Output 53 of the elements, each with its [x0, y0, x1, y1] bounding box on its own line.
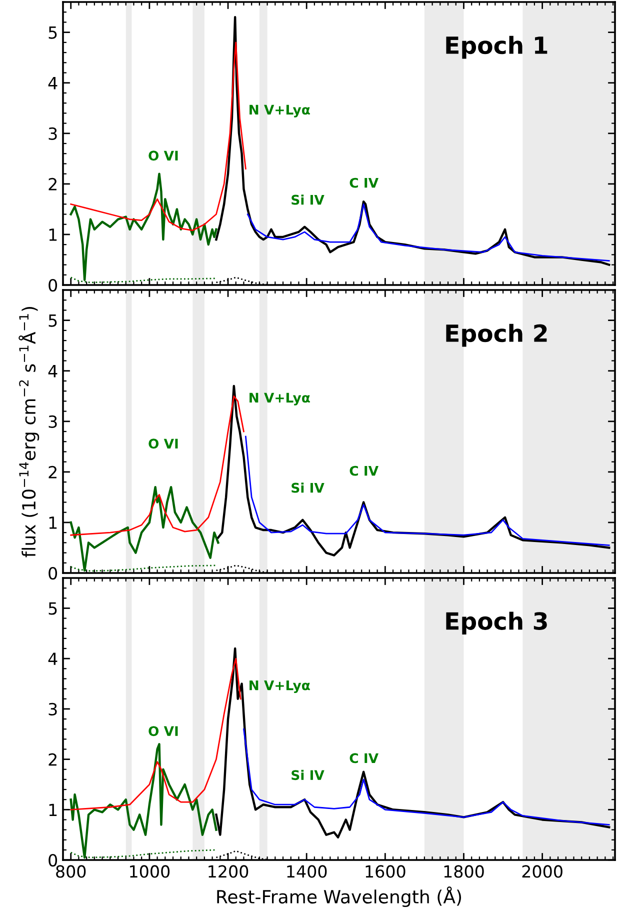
- y-tick-label: 1: [49, 228, 57, 241]
- y-tick-label: 1: [49, 516, 57, 529]
- line-series: [70, 395, 244, 536]
- x-tick-label: 800: [56, 865, 86, 878]
- line-series: [243, 728, 610, 826]
- x-tick-label: 1400: [287, 865, 327, 878]
- line-series: [70, 658, 242, 810]
- x-tick-label: 1800: [444, 865, 484, 878]
- annotation: N V+Lyα: [250, 392, 310, 406]
- y-tick-label: 3: [48, 127, 57, 140]
- y-tick-label: 0: [48, 854, 58, 867]
- y-tick-label: 3: [48, 702, 57, 716]
- annotation: O VI: [148, 726, 178, 736]
- y-tick-label: 2: [48, 466, 56, 478]
- x-tick-label: 1600: [366, 865, 406, 878]
- line-series: [246, 203, 610, 262]
- y-tick-label: 4: [48, 652, 58, 665]
- annotation: Si IV: [292, 770, 324, 780]
- y-tick-label: 2: [48, 753, 56, 766]
- annotation: C IV: [350, 753, 378, 764]
- annotation: O VI: [148, 438, 178, 449]
- annotation: N V+Lyα: [250, 104, 310, 118]
- y-tick-label: 0: [48, 278, 58, 292]
- line-series: [215, 647, 610, 838]
- y-tick-label: 1: [49, 804, 57, 816]
- text: Epoch 1: [446, 36, 548, 59]
- line-series: [70, 486, 220, 572]
- annotation: C IV: [350, 466, 378, 476]
- text: Epoch 3: [446, 612, 547, 635]
- line-series: [217, 384, 610, 556]
- annotation: N V+Lyα: [250, 680, 310, 693]
- line-series: [244, 436, 610, 546]
- line-series: [70, 743, 218, 859]
- line-series: [70, 42, 246, 232]
- line-series: [70, 172, 218, 282]
- x-axis-title: Rest-Frame Wavelength (Å): [217, 886, 462, 908]
- annotation: O VI: [148, 150, 178, 161]
- x-tick-label: 2000: [522, 865, 562, 878]
- y-tick-label: 4: [48, 365, 58, 378]
- text: Epoch 2: [446, 324, 547, 347]
- y-tick-label: 2: [48, 178, 56, 190]
- x-tick-label: 1000: [130, 865, 170, 878]
- y-tick-label: 5: [48, 26, 57, 39]
- y-tick-label: 4: [48, 77, 58, 90]
- y-tick-label: 5: [48, 602, 57, 615]
- y-tick-label: 5: [48, 314, 57, 327]
- y-tick-label: 0: [48, 566, 58, 580]
- y-tick-label: 3: [48, 415, 57, 428]
- annotation: Si IV: [292, 194, 324, 205]
- annotation: C IV: [350, 178, 378, 188]
- x-tick-label: 1200: [208, 865, 248, 878]
- text: flux (10$^{−14}$erg cm$^{−2}$ s$^{−1}$Å$^{−1}$): [18, 306, 40, 558]
- annotation: Si IV: [292, 482, 324, 493]
